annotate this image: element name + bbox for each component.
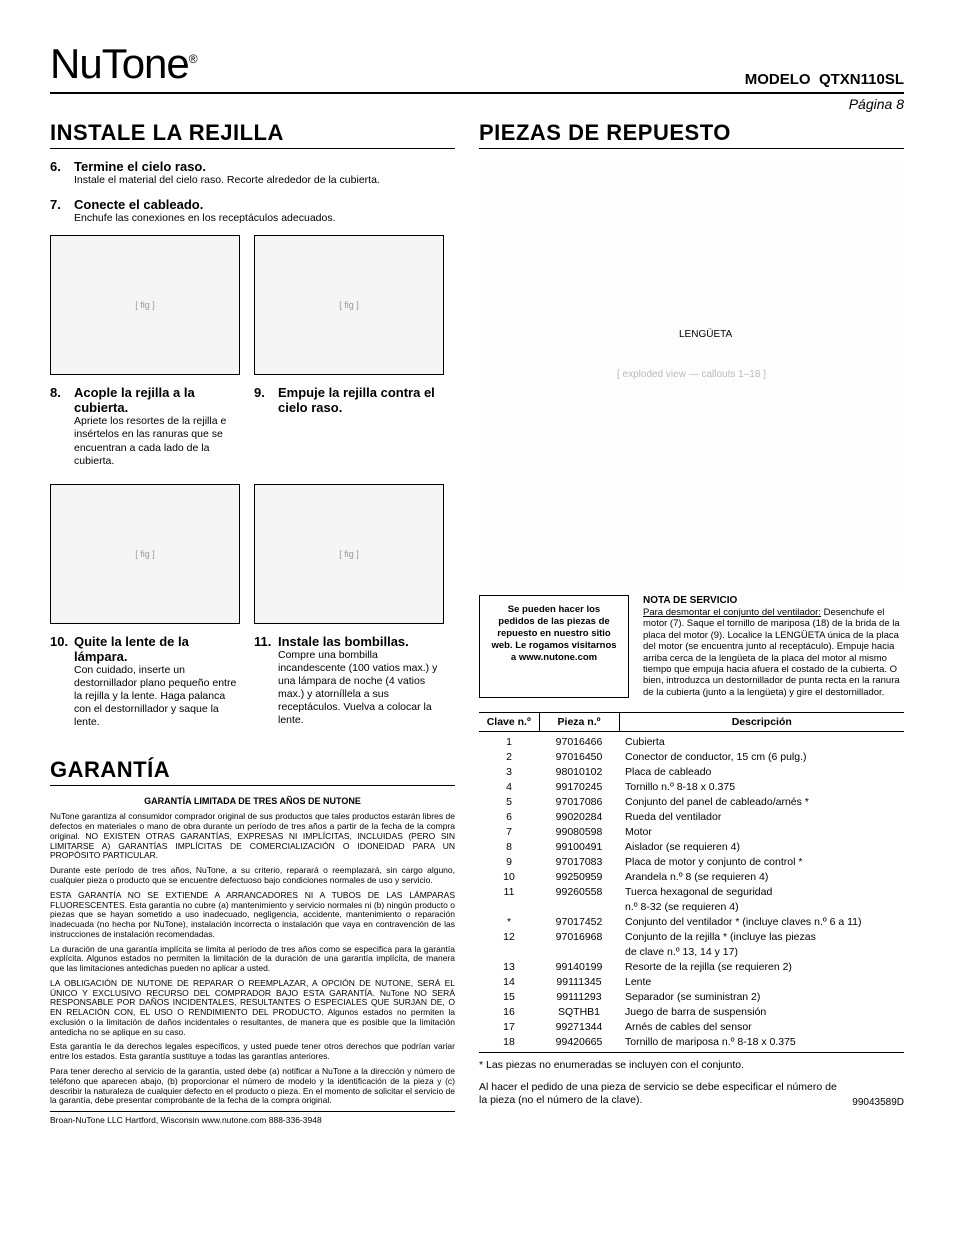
section-service-parts: PIEZAS DE REPUESTO — [479, 120, 904, 149]
exploded-diagram: [ exploded view — callouts 1–18 ] LENGÜE… — [479, 159, 904, 589]
warranty-p4: La duración de una garantía implícita se… — [50, 945, 455, 974]
parts-table: Clave n.º Pieza n.º Descripción 19701646… — [479, 712, 904, 1053]
brand-tone: Tone — [102, 40, 189, 87]
section-install-grille: INSTALE LA REJILLA — [50, 120, 455, 149]
step-10: 10.Quite la lente de la lámpara. Con cui… — [50, 634, 240, 730]
warranty-p2: Durante este período de tres años, NuTon… — [50, 866, 455, 886]
step-11-title: Instale las bombillas. — [278, 634, 409, 649]
warranty-text: NuTone garantiza al consumidor comprador… — [50, 812, 455, 1125]
table-row: n.º 8-32 (se requieren 4) — [479, 900, 904, 915]
parts-th-desc: Descripción — [619, 713, 904, 732]
step-6-title: Termine el cielo raso. — [74, 159, 206, 174]
step-8-body: Apriete los resortes de la rejilla e ins… — [74, 415, 240, 468]
step-10-num: 10. — [50, 634, 74, 664]
step-8: 8.Acople la rejilla a la cubierta. Aprie… — [50, 385, 240, 468]
figure-step-10: [ fig ] — [50, 484, 240, 624]
table-row: *97017452Conjunto del ventilador * (incl… — [479, 915, 904, 930]
step-8-title: Acople la rejilla a la cubierta. — [74, 385, 240, 415]
table-row: 1199260558Tuerca hexagonal de seguridad — [479, 885, 904, 900]
parts-th-key: Clave n.º — [479, 713, 539, 732]
table-row: 1099250959Arandela n.º 8 (se requieren 4… — [479, 870, 904, 885]
warranty-p7: Para tener derecho al servicio de la gar… — [50, 1067, 455, 1106]
table-row: 597017086Conjunto del panel de cableado/… — [479, 795, 904, 810]
step-9-num: 9. — [254, 385, 278, 415]
page-number: Página 8 — [50, 96, 904, 112]
figure-step-11: [ fig ] — [254, 484, 444, 624]
step-11-num: 11. — [254, 634, 278, 649]
exploded-tab-label: LENGÜETA — [679, 329, 732, 340]
warranty-footer: Broan-NuTone LLC Hartford, Wisconsin www… — [50, 1111, 455, 1125]
table-row: 799080598Motor — [479, 825, 904, 840]
step-6-body: Instale el material del cielo raso. Reco… — [74, 174, 455, 187]
step-11-body: Compre una bombilla incandescente (100 v… — [278, 649, 444, 728]
table-row: 1899420665Tornillo de mariposa n.º 8-18 … — [479, 1035, 904, 1053]
table-row: 297016450Conector de conductor, 15 cm (6… — [479, 750, 904, 765]
table-row: 197016466Cubierta — [479, 732, 904, 750]
service-note-body: Desenchufe el motor (7). Saque el tornil… — [643, 607, 900, 698]
service-note-lead: Para desmontar el conjunto del ventilado… — [643, 607, 821, 618]
parts-footnote-1: * Las piezas no enumeradas se incluyen c… — [479, 1059, 904, 1073]
step-10-title: Quite la lente de la lámpara. — [74, 634, 240, 664]
step-7-body: Enchufe las conexiones en los receptácul… — [74, 212, 455, 225]
warranty-p3: ESTA GARANTÍA NO SE EXTIENDE A ARRANCADO… — [50, 891, 455, 940]
table-row: 899100491Aislador (se requieren 4) — [479, 840, 904, 855]
brand-logo: NuTone® — [50, 40, 197, 88]
step-10-body: Con cuidado, inserte un destornillador p… — [74, 664, 240, 730]
step-9: 9.Empuje la rejilla contra el cielo raso… — [254, 385, 444, 468]
table-row: 1499111345Lente — [479, 975, 904, 990]
table-row: 1599111293Separador (se suministran 2) — [479, 990, 904, 1005]
service-note: NOTA DE SERVICIO Para desmontar el conju… — [643, 595, 904, 698]
step-7-num: 7. — [50, 197, 74, 212]
header-rule — [50, 92, 904, 94]
order-online-note: Se pueden hacer los pedidos de las pieza… — [479, 595, 629, 698]
model-label: MODELO — [745, 71, 811, 88]
step-8-num: 8. — [50, 385, 74, 415]
warranty-subtitle: GARANTÍA LIMITADA DE TRES AÑOS DE NUTONE — [50, 796, 455, 806]
step-6: 6.Termine el cielo raso. Instale el mate… — [50, 159, 455, 187]
table-row: 1399140199Resorte de la rejilla (se requ… — [479, 960, 904, 975]
step-7-title: Conecte el cableado. — [74, 197, 203, 212]
table-row: 699020284Rueda del ventilador — [479, 810, 904, 825]
table-row: 16SQTHB1Juego de barra de suspensión — [479, 1005, 904, 1020]
table-row: 997017083Placa de motor y conjunto de co… — [479, 855, 904, 870]
figure-step-8: [ fig ] — [50, 235, 240, 375]
table-row: 398010102Placa de cableado — [479, 765, 904, 780]
warranty-p5: LA OBLIGACIÓN DE NUTONE DE REPARAR O REE… — [50, 979, 455, 1038]
step-9-title: Empuje la rejilla contra el cielo raso. — [278, 385, 444, 415]
figure-step-9: [ fig ] — [254, 235, 444, 375]
model-number: QTXN110SL — [819, 71, 904, 88]
step-6-num: 6. — [50, 159, 74, 174]
step-7: 7.Conecte el cableado. Enchufe las conex… — [50, 197, 455, 225]
table-row: 1297016968Conjunto de la rejilla * (incl… — [479, 930, 904, 945]
step-11: 11.Instale las bombillas. Compre una bom… — [254, 634, 444, 730]
model-line: MODELO QTXN110SL — [745, 71, 904, 88]
parts-footnote-2: Al hacer el pedido de una pieza de servi… — [479, 1081, 844, 1108]
warranty-p1: NuTone garantiza al consumidor comprador… — [50, 812, 455, 861]
brand-nu: Nu — [50, 40, 102, 87]
table-row: de clave n.º 13, 14 y 17) — [479, 945, 904, 960]
document-number: 99043589D — [844, 1097, 904, 1108]
service-note-heading: NOTA DE SERVICIO — [643, 595, 904, 607]
section-warranty: GARANTÍA — [50, 757, 455, 786]
brand-reg: ® — [189, 52, 197, 66]
warranty-p6: Esta garantía le da derechos legales esp… — [50, 1042, 455, 1062]
table-row: 499170245Tornillo n.º 8-18 x 0.375 — [479, 780, 904, 795]
table-row: 1799271344Arnés de cables del sensor — [479, 1020, 904, 1035]
parts-th-part: Pieza n.º — [539, 713, 619, 732]
